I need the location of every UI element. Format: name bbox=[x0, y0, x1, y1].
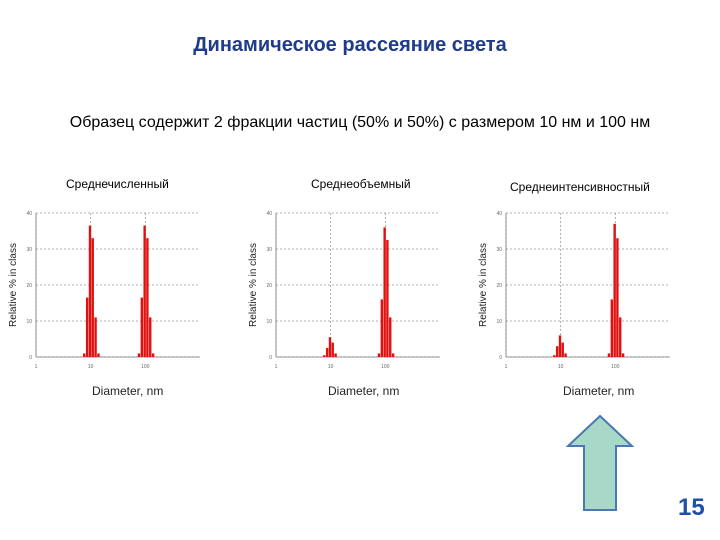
y-tick-label: 0 bbox=[499, 355, 502, 361]
histogram-bar bbox=[323, 355, 326, 357]
chart-title-volume: Среднеобъемный bbox=[311, 177, 411, 191]
histogram-intensity: Relative % in class 0 10 20 30 40 1 10 100 bbox=[478, 211, 670, 370]
histogram-bar bbox=[607, 353, 611, 357]
x-tick-label: 100 bbox=[381, 364, 390, 370]
histogram-bar bbox=[383, 227, 386, 357]
y-tick-label: 10 bbox=[496, 319, 502, 325]
x-axis-label-number: Diameter, nm bbox=[92, 384, 164, 398]
histogram-bar bbox=[91, 238, 94, 357]
y-axis-label: Relative % in class bbox=[478, 243, 489, 327]
histogram-bar bbox=[143, 225, 146, 357]
histogram-bar bbox=[97, 353, 100, 357]
histogram-bar bbox=[149, 317, 152, 357]
histogram-bar bbox=[564, 353, 567, 357]
x-axis-label-intensity: Diameter, nm bbox=[563, 384, 635, 398]
histogram-bar bbox=[151, 353, 155, 357]
y-tick-label: 0 bbox=[29, 355, 32, 361]
x-tick-label: 10 bbox=[88, 364, 94, 370]
histogram-bar bbox=[146, 238, 149, 357]
histogram-bar bbox=[389, 317, 392, 357]
up-arrow-icon bbox=[566, 414, 634, 511]
histogram-number: Relative % in class 0 10 20 30 40 1 10 100 bbox=[8, 211, 200, 370]
up-arrow-shape bbox=[566, 414, 634, 511]
y-tick-label: 20 bbox=[496, 283, 502, 289]
histogram-bar bbox=[616, 238, 619, 357]
x-tick-label: 1 bbox=[505, 364, 508, 370]
chart-title-number: Среднечисленный bbox=[66, 177, 169, 191]
histogram-bar bbox=[325, 348, 329, 357]
histogram-bar bbox=[140, 297, 144, 357]
x-tick-label: 100 bbox=[141, 364, 150, 370]
x-tick-label: 10 bbox=[328, 364, 334, 370]
x-axis-label-volume: Diameter, nm bbox=[328, 384, 400, 398]
slide-subtitle: Образец содержит 2 фракции частиц (50% и… bbox=[69, 114, 651, 131]
histogram-bar bbox=[328, 337, 332, 357]
histogram-bar bbox=[137, 353, 141, 357]
y-tick-label: 40 bbox=[266, 211, 272, 217]
histogram-bar bbox=[391, 353, 395, 357]
histogram-bar bbox=[386, 240, 389, 357]
y-tick-label: 10 bbox=[266, 319, 272, 325]
histogram-bar bbox=[88, 225, 92, 357]
histogram-bar bbox=[334, 353, 337, 357]
histogram-bar bbox=[558, 335, 562, 357]
page-number: 15 bbox=[678, 494, 705, 521]
histogram-bar bbox=[85, 297, 89, 357]
histogram-volume: Relative % in class 0 10 20 30 40 1 10 100 bbox=[248, 211, 440, 370]
x-tick-label: 10 bbox=[558, 364, 564, 370]
x-tick-label: 1 bbox=[35, 364, 38, 370]
histogram-bar bbox=[553, 355, 556, 357]
y-tick-label: 10 bbox=[26, 319, 32, 325]
histogram-bar bbox=[555, 346, 559, 357]
y-tick-label: 30 bbox=[26, 247, 32, 253]
histogram-bar bbox=[610, 299, 614, 357]
y-tick-label: 40 bbox=[496, 211, 502, 217]
histogram-bar bbox=[621, 353, 625, 357]
histogram-bar bbox=[561, 342, 564, 357]
y-axis-label: Relative % in class bbox=[8, 243, 19, 327]
slide-title: Динамическое рассеяние света bbox=[193, 34, 507, 56]
y-tick-label: 40 bbox=[26, 211, 32, 217]
chart-title-intensity: Среднеинтенсивностный bbox=[510, 180, 650, 194]
histogram-bar bbox=[377, 353, 381, 357]
histogram-bar bbox=[380, 299, 384, 357]
histogram-bar bbox=[331, 342, 334, 357]
y-tick-label: 20 bbox=[266, 283, 272, 289]
y-axis-label: Relative % in class bbox=[248, 243, 259, 327]
histogram-bar bbox=[94, 317, 97, 357]
histogram-bar bbox=[83, 353, 86, 357]
y-tick-label: 30 bbox=[266, 247, 272, 253]
y-tick-label: 20 bbox=[26, 283, 32, 289]
histogram-bar bbox=[619, 317, 622, 357]
x-tick-label: 100 bbox=[611, 364, 620, 370]
x-tick-label: 1 bbox=[275, 364, 278, 370]
histogram-bar bbox=[613, 223, 616, 357]
y-tick-label: 30 bbox=[496, 247, 502, 253]
y-tick-label: 0 bbox=[269, 355, 272, 361]
